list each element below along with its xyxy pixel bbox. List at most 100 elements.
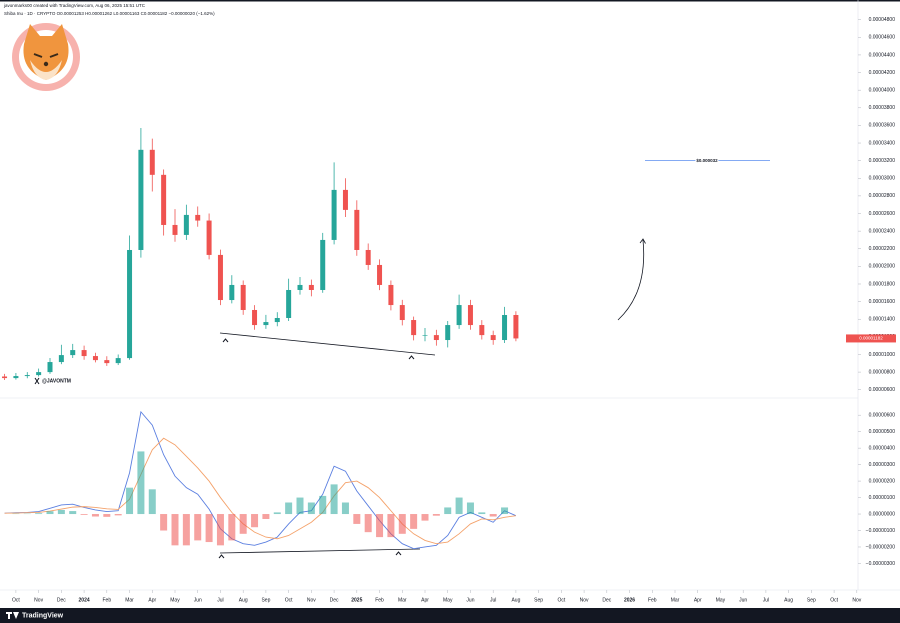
candle-body <box>104 360 110 364</box>
candle-body <box>490 335 496 341</box>
x-tick-label: Sep <box>261 597 270 603</box>
candle-body <box>502 315 508 341</box>
macd-histogram-bar <box>398 514 406 534</box>
y-tick-label: 0.00002600 <box>869 211 896 217</box>
macd-y-tick-label: 0.00000600 <box>869 413 896 419</box>
y-tick-label: 0.00001400 <box>869 317 896 323</box>
x-tick-label: Oct <box>12 597 20 603</box>
x-tick-label: 2024 <box>79 597 90 603</box>
candle-body <box>183 214 189 235</box>
candle-body <box>240 284 246 310</box>
macd-histogram-bar <box>410 514 418 529</box>
y-tick-label: 0.00003600 <box>869 123 896 129</box>
candle-body <box>58 355 64 363</box>
macd-line <box>4 410 517 550</box>
candle-body <box>92 356 98 361</box>
macd-histogram-bar <box>182 514 190 546</box>
macd-histogram-bar <box>46 511 54 515</box>
target-label: $0.000032 <box>696 158 718 163</box>
y-tick-label: 0.00000800 <box>869 369 896 375</box>
macd-histogram-bar <box>239 514 247 534</box>
x-tick-label: Jul <box>763 597 769 603</box>
macd-histogram-bar <box>330 484 338 515</box>
candle-body <box>297 284 303 290</box>
x-tick-label: Jun <box>466 597 474 603</box>
macd-histogram-bar <box>307 502 315 515</box>
x-tick-label: Oct <box>557 597 565 603</box>
x-tick-label: Apr <box>421 597 429 603</box>
macd-histogram-bar <box>114 514 122 516</box>
macd-histogram-bar <box>69 511 77 515</box>
macd-histogram-bar <box>353 514 361 524</box>
macd-histogram-bar <box>205 514 213 543</box>
macd-y-tick-label: −0.00000200 <box>866 544 896 550</box>
x-tick-label: Jun <box>739 597 747 603</box>
y-tick-label: 0.00004000 <box>869 87 896 93</box>
footer-bar <box>0 608 900 623</box>
candle-body <box>127 249 133 359</box>
x-tick-label: Jul <box>490 597 496 603</box>
candle-body <box>115 358 121 364</box>
macd-histogram-bar <box>444 507 452 515</box>
candle-body <box>308 284 314 290</box>
macd-histogram-bar <box>341 502 349 515</box>
candle-body <box>377 264 383 285</box>
candle-body <box>70 350 76 356</box>
x-tick-label: Nov <box>34 597 43 603</box>
macd-histogram-bar <box>137 451 145 515</box>
candle-body <box>13 376 19 379</box>
arrow-head <box>639 238 646 244</box>
candle-body <box>149 149 155 175</box>
x-tick-label: Nov <box>580 597 589 603</box>
trend-line <box>219 332 436 356</box>
macd-histogram-bar <box>285 502 293 515</box>
macd-histogram-bar <box>466 502 474 515</box>
macd-y-tick-label: 0.00000100 <box>869 495 896 501</box>
y-tick-label: 0.00002400 <box>869 228 896 234</box>
y-tick-label: 0.00002200 <box>869 246 896 252</box>
brand: TradingView <box>22 612 64 619</box>
macd-histogram-bar <box>489 514 497 517</box>
y-tick-label: 0.00003000 <box>869 176 896 182</box>
y-tick-label: 0.00001800 <box>869 281 896 287</box>
candle-body <box>365 249 371 265</box>
x-tick-label: Nov <box>307 597 316 603</box>
macd-histogram-bar <box>171 514 179 546</box>
macd-histogram-bar <box>376 514 384 538</box>
macd-histogram-bar <box>501 507 509 515</box>
y-tick-label: 0.00004800 <box>869 17 896 23</box>
credit: javonmarks00 created with TradingView.co… <box>3 3 146 8</box>
x-tick-label: Aug <box>239 597 248 603</box>
y-tick-label: 0.00003800 <box>869 105 896 111</box>
macd-histogram-bar <box>478 512 486 515</box>
macd-histogram-bar <box>319 495 327 515</box>
candle-body <box>399 305 405 321</box>
y-tick-label: 0.00000600 <box>869 387 896 393</box>
candle-body <box>217 254 223 301</box>
macd-histogram-bar <box>57 509 65 515</box>
macd-histogram-bar <box>262 514 270 519</box>
x-tick-label: Feb <box>648 597 657 603</box>
macd-histogram-bar <box>126 487 134 515</box>
macd-histogram-bar <box>387 514 395 538</box>
candle-body <box>456 305 462 326</box>
macd-histogram-bar <box>216 514 224 546</box>
macd-histogram-bar <box>421 514 429 521</box>
candle-body <box>445 325 451 341</box>
x-tick-label: Oct <box>285 597 293 603</box>
y-tick-label: 0.00004600 <box>869 35 896 41</box>
x-tick-label: Mar <box>125 597 134 603</box>
candle-body <box>342 189 348 210</box>
macd-histogram-bar <box>148 489 156 515</box>
y-tick-label: 0.00002800 <box>869 193 896 199</box>
x-tick-label: Feb <box>375 597 384 603</box>
y-tick-label: 0.00004400 <box>869 52 896 58</box>
candle-body <box>263 322 269 326</box>
candle-body <box>195 214 201 221</box>
y-tick-label: 0.00003400 <box>869 140 896 146</box>
candle-body <box>229 284 235 301</box>
candle-body <box>388 284 394 306</box>
macd-y-tick-label: −0.00000100 <box>866 528 896 534</box>
